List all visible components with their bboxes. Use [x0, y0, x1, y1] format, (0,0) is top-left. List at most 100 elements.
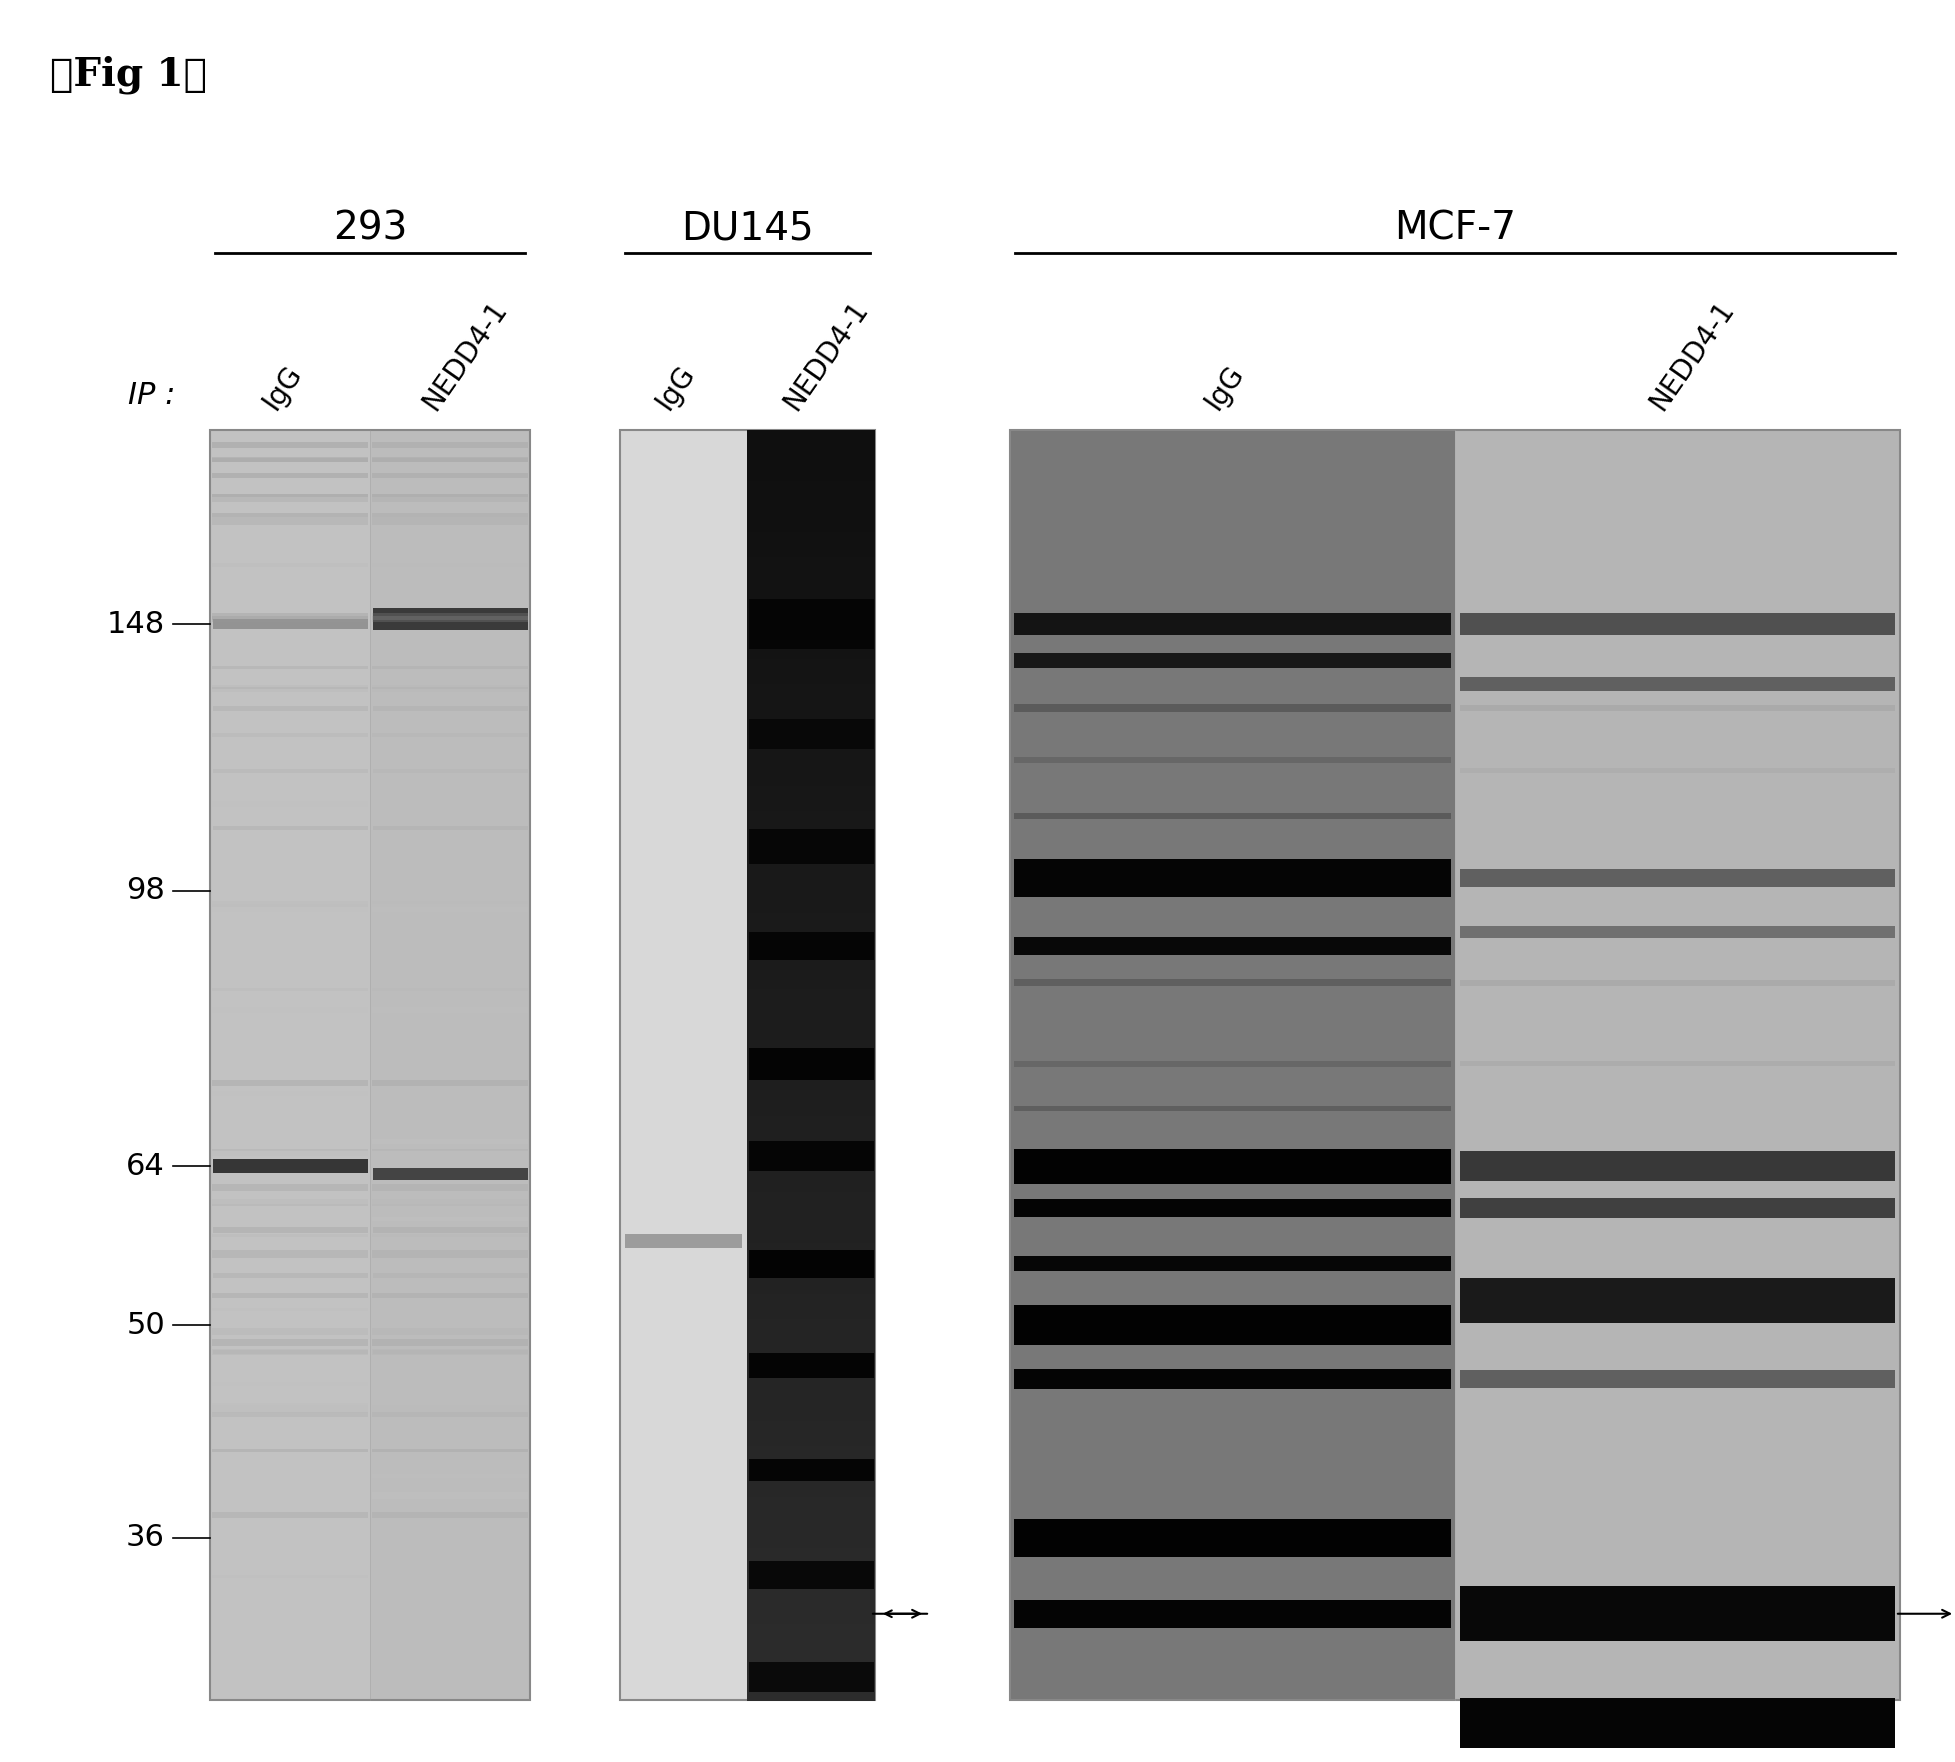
Bar — [747, 735, 876, 761]
Text: IgG: IgG — [256, 359, 307, 416]
Bar — [371, 1350, 528, 1355]
Bar — [1011, 430, 1455, 1700]
Bar — [747, 583, 876, 610]
Bar — [747, 481, 876, 507]
Bar — [371, 1249, 528, 1258]
Bar — [373, 1350, 528, 1353]
Bar — [747, 937, 876, 964]
Bar — [747, 684, 876, 710]
Bar — [1015, 814, 1451, 819]
Bar — [1460, 1699, 1894, 1748]
Bar — [211, 1339, 368, 1346]
Bar — [620, 430, 876, 1700]
Text: 50: 50 — [127, 1311, 164, 1339]
Bar — [747, 532, 876, 559]
Bar — [371, 1403, 528, 1406]
Bar — [371, 1492, 528, 1499]
Bar — [747, 455, 876, 481]
Bar — [1460, 925, 1894, 937]
Bar — [747, 837, 876, 863]
Bar — [211, 1492, 368, 1499]
Bar — [747, 1242, 876, 1269]
Bar — [1460, 1277, 1894, 1323]
Bar — [211, 1140, 368, 1144]
Bar — [211, 904, 368, 913]
Bar — [209, 430, 369, 1700]
Text: IgG: IgG — [651, 359, 700, 416]
Bar — [371, 1293, 528, 1297]
Bar — [747, 1040, 876, 1066]
Bar — [749, 828, 874, 863]
Bar — [371, 1473, 528, 1478]
Text: 98: 98 — [127, 876, 164, 906]
Bar — [371, 1218, 528, 1221]
Bar — [747, 1547, 876, 1573]
Bar — [371, 802, 528, 807]
Bar — [211, 1473, 368, 1478]
Bar — [371, 1006, 528, 1013]
Bar — [747, 710, 876, 737]
Bar — [211, 1403, 368, 1406]
Bar — [747, 1015, 876, 1041]
Bar — [371, 1307, 528, 1311]
Bar — [211, 1448, 368, 1452]
Bar — [371, 987, 528, 990]
Bar — [747, 1091, 876, 1117]
Bar — [211, 472, 368, 478]
Bar — [371, 518, 528, 525]
Bar — [747, 988, 876, 1015]
Bar — [211, 666, 368, 670]
Text: 36: 36 — [127, 1522, 164, 1552]
Bar — [1015, 1306, 1451, 1346]
Bar — [1460, 980, 1894, 985]
Text: IgG: IgG — [1200, 359, 1249, 416]
Bar — [749, 1048, 874, 1080]
Bar — [211, 1149, 368, 1151]
Text: 148: 148 — [108, 610, 164, 640]
Bar — [747, 430, 876, 456]
Bar — [747, 1142, 876, 1168]
Bar — [747, 811, 876, 837]
Bar — [1015, 1149, 1451, 1184]
Bar — [1460, 1371, 1894, 1388]
Bar — [211, 613, 368, 620]
Bar — [747, 1293, 876, 1320]
Bar — [371, 1329, 528, 1336]
Bar — [213, 1350, 368, 1353]
Bar — [211, 1080, 368, 1085]
Bar — [213, 768, 368, 774]
Bar — [211, 513, 368, 516]
Bar — [371, 458, 528, 462]
Bar — [371, 1339, 528, 1346]
Bar — [211, 733, 368, 737]
Bar — [1015, 937, 1451, 955]
Bar — [373, 768, 528, 774]
Bar — [747, 608, 876, 634]
Bar — [371, 900, 528, 906]
Bar — [211, 900, 368, 906]
Bar — [747, 1115, 876, 1142]
Bar — [749, 719, 874, 749]
Bar — [211, 562, 368, 567]
Bar — [211, 1512, 368, 1519]
Bar — [747, 1649, 876, 1676]
Bar — [373, 826, 528, 830]
Bar — [371, 1404, 528, 1413]
Bar — [1460, 705, 1894, 712]
Bar — [371, 442, 528, 448]
Bar — [1460, 1198, 1894, 1218]
Bar — [747, 1674, 876, 1700]
Bar — [211, 1006, 368, 1013]
Bar — [211, 802, 368, 807]
Bar — [747, 430, 876, 1700]
Bar — [371, 1512, 528, 1519]
Bar — [749, 932, 874, 960]
Bar — [747, 888, 876, 914]
Bar — [211, 518, 368, 525]
Bar — [371, 615, 528, 622]
Bar — [747, 659, 876, 685]
Bar — [747, 1320, 876, 1346]
Text: DU145: DU145 — [680, 210, 813, 248]
Bar — [211, 1091, 368, 1096]
Bar — [211, 1381, 368, 1387]
